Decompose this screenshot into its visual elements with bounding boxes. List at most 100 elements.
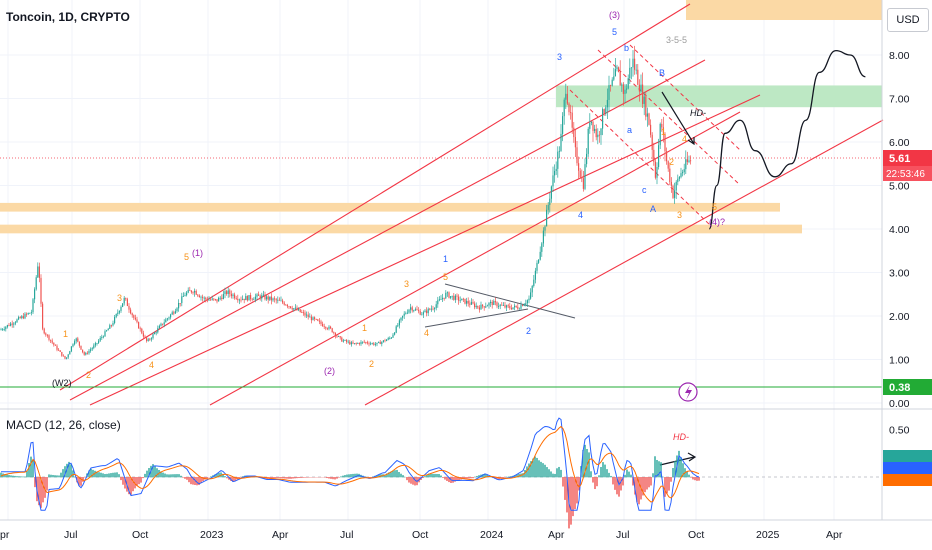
svg-text:4: 4 (149, 360, 154, 370)
price-zone (686, 0, 882, 20)
macd-bar (356, 473, 358, 478)
candle-body (208, 299, 210, 301)
y-tick-label: 3.00 (889, 268, 910, 280)
macd-bar (142, 477, 144, 479)
candle-body (210, 299, 212, 301)
macd-bar (66, 463, 68, 478)
candle-body (467, 300, 469, 304)
macd-bar (330, 477, 332, 479)
candle-body (317, 319, 319, 321)
svg-text:(1): (1) (192, 248, 203, 258)
candle-body (613, 76, 615, 80)
candle-body (462, 298, 464, 300)
macd-bar (128, 477, 130, 495)
macd-title: MACD (12, 26, close) (6, 418, 121, 432)
candle-body (66, 357, 68, 359)
macd-bar (660, 462, 662, 478)
candle-body (496, 302, 498, 307)
candle-body (112, 323, 114, 326)
candle-body (357, 343, 359, 344)
macd-bar (154, 466, 156, 478)
candle-body (22, 316, 24, 319)
macd-bar (658, 461, 660, 478)
candle-body (123, 297, 125, 304)
candle-body (510, 307, 512, 310)
macd-bar (678, 450, 680, 478)
candle-body (403, 313, 405, 316)
macd-bar (286, 477, 288, 479)
candle-body (458, 296, 460, 301)
candle-body (594, 128, 596, 131)
macd-bar (668, 477, 670, 491)
candle-body (414, 309, 416, 311)
macd-bar (44, 477, 46, 498)
macd-bar (394, 470, 396, 478)
candle-body (67, 354, 69, 358)
macd-bar (146, 470, 148, 478)
macd-bar (274, 477, 276, 479)
macd-bar (662, 476, 664, 478)
candle-body (427, 308, 429, 314)
price-candles (0, 45, 692, 360)
macd-bar (426, 474, 428, 478)
candle-body (610, 85, 612, 86)
candle-body (555, 168, 557, 171)
candle-body (541, 243, 543, 252)
candle-body (229, 290, 231, 294)
macd-bar (60, 472, 62, 478)
candle-body (54, 344, 56, 346)
candle-body (606, 99, 608, 108)
candle-body (320, 321, 322, 324)
candle-body (58, 349, 60, 351)
macd-bar (112, 472, 114, 478)
lightning-icon[interactable] (678, 382, 698, 402)
macd-bar (408, 477, 410, 483)
macd-bar (78, 477, 80, 486)
macd-bar (410, 477, 412, 484)
candle-body (507, 305, 509, 307)
macd-bar (536, 457, 538, 478)
macd-bar (412, 477, 414, 485)
macd-bar (424, 476, 426, 478)
candle-body (93, 345, 95, 348)
candle-body (379, 341, 381, 345)
candle-body (75, 338, 77, 342)
candle-body (629, 67, 631, 79)
macd-bar (164, 473, 166, 478)
candle-body (278, 299, 280, 301)
candle-body (341, 337, 343, 342)
macd-bar (642, 477, 644, 496)
candle-body (16, 319, 18, 323)
candle-body (250, 295, 252, 299)
candle-body (667, 161, 669, 169)
candle-body (261, 295, 263, 299)
candle-body (19, 317, 21, 319)
macd-bar (530, 461, 532, 478)
macd-bar (632, 477, 634, 486)
price-zone (0, 202, 780, 212)
candle-body (586, 153, 588, 165)
macd-bar (140, 477, 142, 483)
candle-body (126, 299, 128, 306)
candle-body (322, 323, 324, 327)
candle-body (445, 292, 447, 299)
macd-bar (80, 477, 82, 486)
candle-body (482, 304, 484, 307)
candle-body (291, 308, 293, 310)
macd-bar (182, 477, 184, 478)
x-tick-label: 2023 (200, 529, 224, 541)
macd-bar (402, 475, 404, 478)
candle-body (643, 96, 645, 104)
candle-body (162, 323, 164, 325)
candle-body (659, 123, 661, 146)
candle-body (683, 169, 685, 173)
candle-body (10, 323, 12, 326)
candle-body (190, 290, 192, 293)
currency-button[interactable]: USD (887, 8, 929, 32)
macd-bar (672, 468, 674, 478)
macd-bar (14, 475, 16, 478)
candle-body (35, 277, 37, 290)
candle-body (400, 317, 402, 321)
candle-body (434, 308, 436, 310)
